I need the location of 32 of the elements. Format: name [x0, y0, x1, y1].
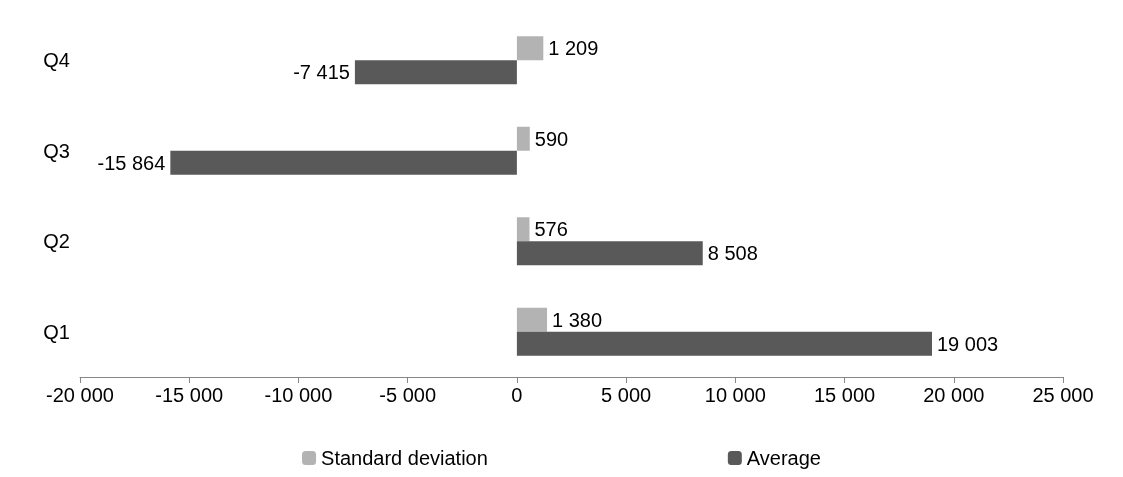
legend-label: Average	[746, 447, 821, 469]
data-label: 576	[534, 218, 568, 241]
data-label: -7 415	[293, 61, 350, 84]
y-tick-label: Q2	[43, 230, 70, 253]
x-tick-label: 5 000	[601, 384, 652, 406]
x-tick-label: 15 000	[813, 384, 876, 406]
y-tick-label: Q3	[43, 139, 70, 162]
bar	[170, 150, 517, 175]
bar	[354, 60, 517, 85]
data-label: 8 508	[707, 242, 758, 265]
data-label: -15 864	[97, 151, 166, 174]
bar	[516, 331, 932, 356]
x-tick-label: -10 000	[264, 384, 333, 406]
x-tick-label: -15 000	[155, 384, 224, 406]
bar	[516, 217, 530, 242]
data-label: 1 209	[548, 37, 599, 60]
data-label: 590	[534, 127, 569, 150]
bar	[516, 36, 544, 61]
data-label: 19 003	[937, 332, 999, 355]
bar	[516, 241, 703, 266]
x-tick-label: -5 000	[379, 384, 437, 406]
x-tick-label: 0	[511, 384, 523, 406]
data-label: 1 380	[552, 308, 603, 331]
y-tick-label: Q1	[43, 320, 70, 343]
bar	[516, 307, 548, 332]
y-tick-label: Q4	[43, 49, 70, 72]
legend-label: Standard deviation	[321, 447, 488, 469]
bar	[516, 126, 530, 151]
x-tick-label: 20 000	[923, 384, 985, 406]
x-tick-label: -20 000	[46, 384, 114, 406]
x-tick-label: 10 000	[704, 384, 766, 406]
x-tick-label: 25 000	[1032, 384, 1094, 406]
